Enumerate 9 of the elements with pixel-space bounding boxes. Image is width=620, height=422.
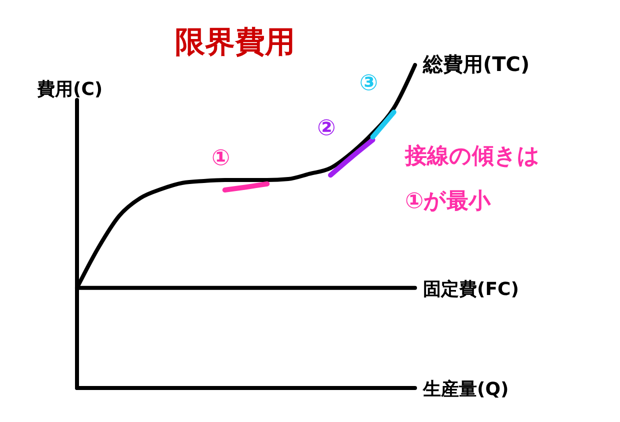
series-label: ① [212, 146, 230, 172]
ref-line-label: 固定費(FC) [423, 278, 519, 300]
x-axis-title: 生産量(Q) [422, 379, 509, 400]
annotation: 接線の傾きは①が最小 [404, 144, 540, 214]
series-label: ② [317, 116, 336, 142]
chart-title: 限界費用 [175, 25, 295, 60]
y-axis-title: 費用(C) [36, 79, 103, 100]
series-label: 総費用(TC) [422, 52, 530, 76]
series-label: ③ [359, 71, 378, 96]
